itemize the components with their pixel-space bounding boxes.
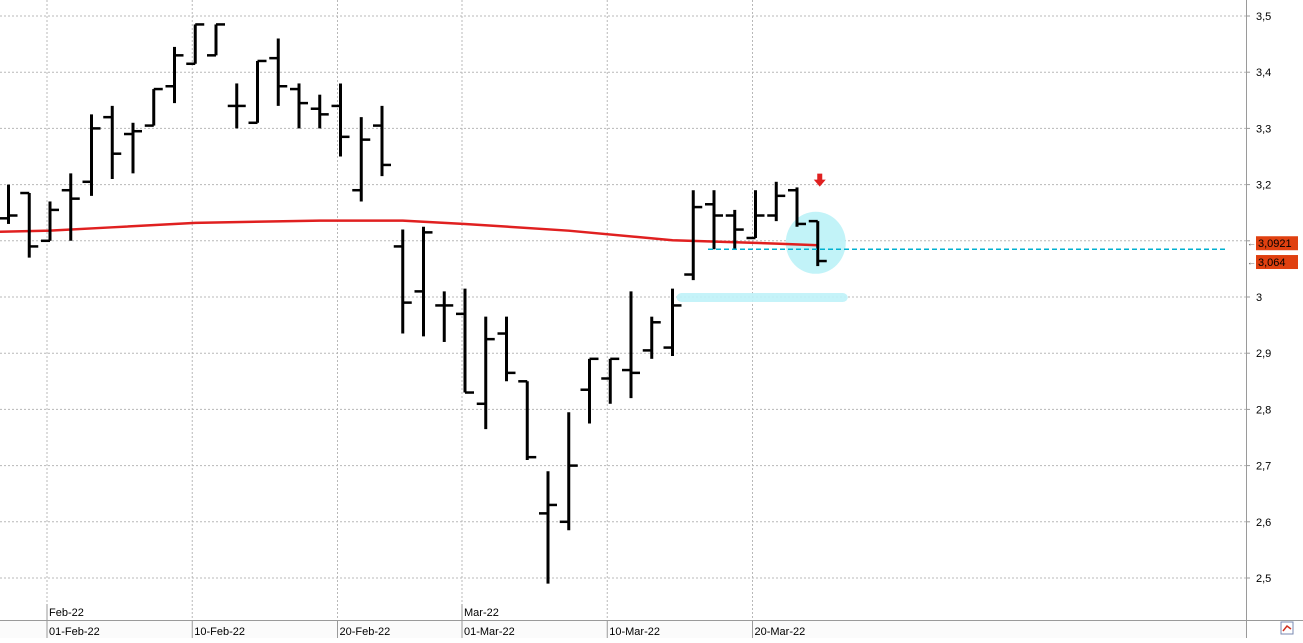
ohlc-bar bbox=[601, 357, 620, 404]
price-tag-pointer-icon: ← bbox=[1247, 238, 1256, 248]
price-tag-pointer-icon: ← bbox=[1247, 257, 1256, 267]
month-label: Feb-22 bbox=[49, 607, 84, 619]
ohlc-bar bbox=[290, 83, 308, 129]
ohlc-bar bbox=[622, 291, 640, 399]
date-axis-strip bbox=[0, 621, 1246, 638]
ohlc-bar bbox=[725, 209, 744, 250]
ohlc-bar bbox=[497, 316, 516, 382]
y-tick-label: 3,2 bbox=[1256, 180, 1271, 192]
ohlc-bar bbox=[20, 191, 39, 258]
moving-average-line bbox=[0, 219, 818, 247]
ohlc-bar bbox=[684, 190, 703, 281]
ohlc-bar bbox=[642, 316, 661, 359]
ohlc-bar bbox=[0, 184, 18, 224]
x-date-label: 10-Mar-22 bbox=[609, 626, 660, 638]
price-tag: ← 3,064 bbox=[1247, 255, 1298, 269]
ohlc-bar bbox=[207, 23, 225, 57]
price-tag-box bbox=[1256, 236, 1298, 251]
ohlc-bar bbox=[373, 105, 391, 177]
y-tick-label: 2,9 bbox=[1256, 348, 1271, 360]
ohlc-bar bbox=[269, 38, 288, 106]
ohlc-bar bbox=[705, 190, 723, 250]
grid-lines bbox=[0, 0, 1246, 620]
icon-frame bbox=[1280, 621, 1294, 635]
ohlc-bar bbox=[393, 229, 412, 334]
ohlc-bar bbox=[788, 187, 806, 227]
price-tag-label: 3,0921 bbox=[1258, 238, 1292, 250]
support-highlight-band bbox=[676, 293, 848, 302]
y-tick-label: 2,5 bbox=[1256, 573, 1271, 585]
ohlc-bar bbox=[539, 471, 557, 584]
ohlc-bar bbox=[227, 83, 246, 129]
ohlc-bar bbox=[82, 114, 101, 196]
y-tick-label: 2,7 bbox=[1256, 461, 1271, 473]
signal-down-arrow-icon bbox=[813, 173, 826, 187]
x-date-label: 20-Mar-22 bbox=[755, 626, 806, 638]
ohlc-bar bbox=[746, 190, 765, 240]
ohlc-bar bbox=[310, 94, 329, 129]
ohlc-bar bbox=[435, 291, 454, 342]
ohlc-bar bbox=[124, 122, 142, 174]
ohlc-bar bbox=[414, 226, 433, 337]
x-date-label: 01-Mar-22 bbox=[464, 626, 515, 638]
ohlc-bar bbox=[248, 59, 267, 125]
y-tick-label: 3 bbox=[1256, 292, 1262, 304]
price-bars bbox=[0, 23, 827, 584]
ohlc-bar bbox=[103, 105, 122, 179]
last-bar-highlight-circle bbox=[785, 211, 846, 274]
x-date-label: 10-Feb-22 bbox=[194, 626, 245, 638]
ohlc-bar bbox=[518, 380, 537, 460]
month-label: Mar-22 bbox=[464, 607, 499, 619]
y-tick-label: 3,4 bbox=[1256, 67, 1271, 79]
overlay-layer bbox=[708, 173, 1226, 250]
y-tick-label: 2,8 bbox=[1256, 404, 1271, 416]
ohlc-bar bbox=[352, 117, 371, 202]
ohlc-bar bbox=[767, 181, 786, 222]
icon-glyph bbox=[1282, 624, 1292, 632]
highlight-layer bbox=[676, 211, 848, 302]
price-tag-label: 3,064 bbox=[1258, 257, 1286, 269]
price-tag-box bbox=[1256, 255, 1298, 270]
x-date-label: 01-Feb-22 bbox=[49, 626, 100, 638]
y-tick-label: 3,5 bbox=[1256, 11, 1271, 23]
ohlc-bar bbox=[186, 23, 205, 66]
ohlc-bar bbox=[808, 219, 827, 267]
ohlc-bar bbox=[61, 173, 80, 241]
ohlc-bar bbox=[476, 316, 495, 430]
ohlc-bar bbox=[663, 288, 682, 357]
y-tick-label: 2,6 bbox=[1256, 517, 1271, 529]
ohlc-bar bbox=[165, 46, 184, 104]
ohlc-bar bbox=[456, 288, 474, 394]
chart-settings-icon bbox=[1280, 621, 1294, 635]
moving-average-layer bbox=[0, 219, 818, 247]
ohlc-bar bbox=[559, 412, 578, 531]
x-date-label: 20-Feb-22 bbox=[340, 626, 391, 638]
ohlc-bar bbox=[331, 83, 350, 157]
price-tag: ← 3,0921 bbox=[1247, 236, 1298, 251]
ohlc-bar bbox=[580, 357, 599, 424]
ohlc-bar bbox=[144, 87, 163, 127]
ohlc-bar bbox=[41, 201, 59, 243]
y-tick-label: 3,3 bbox=[1256, 123, 1271, 135]
